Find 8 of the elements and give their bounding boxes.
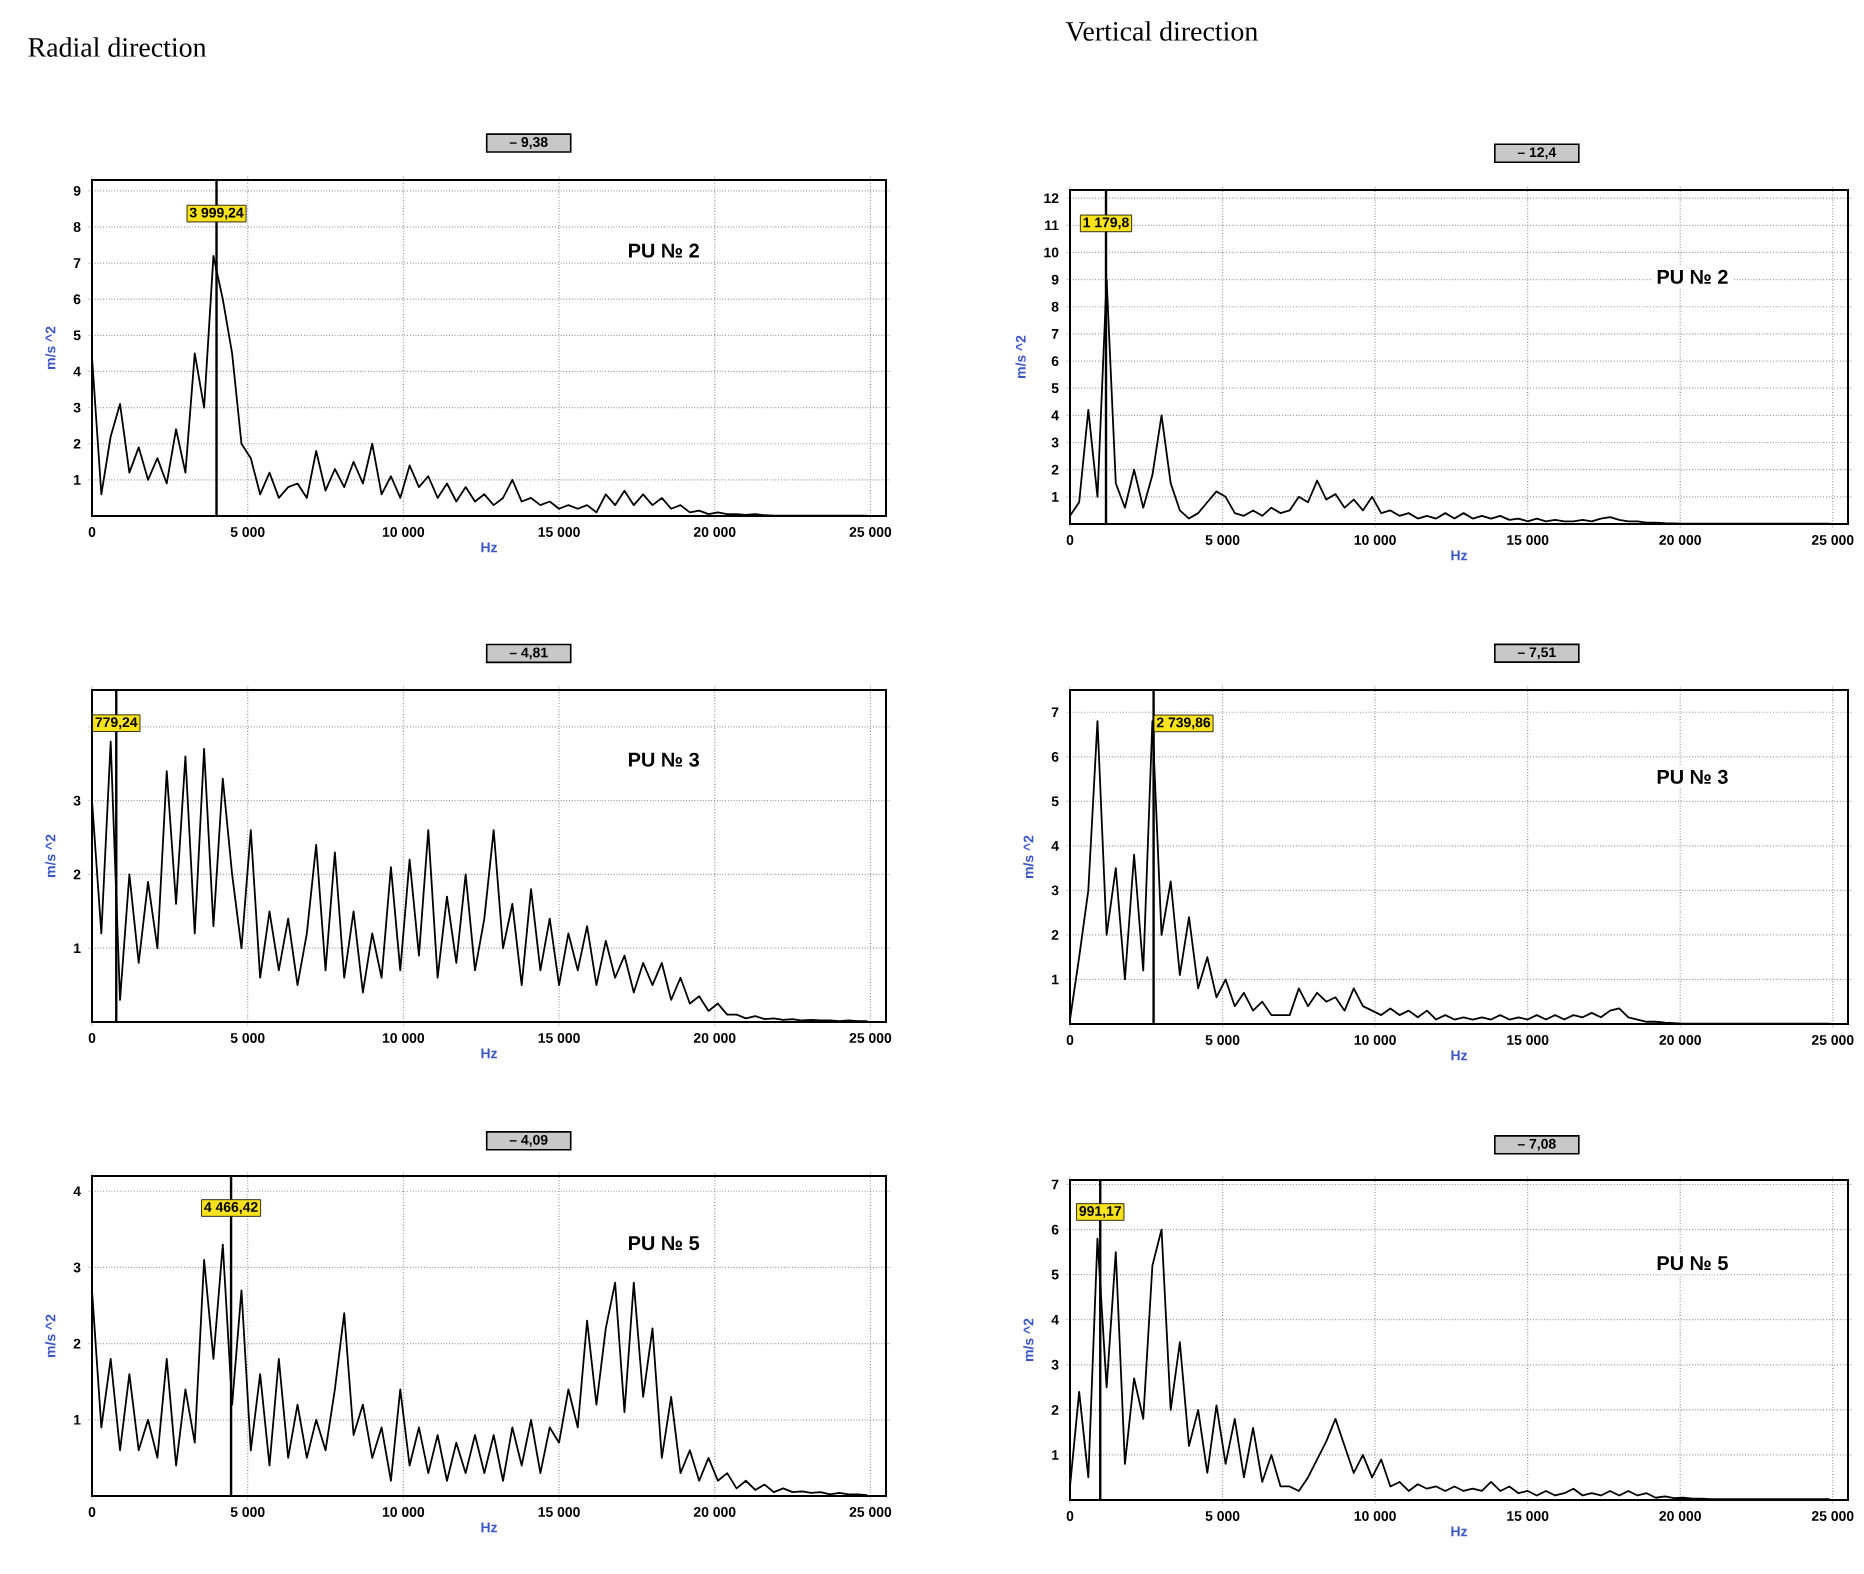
annotation: PU № 2 xyxy=(629,243,699,258)
chart-title: Vertical direction xyxy=(1065,21,1258,41)
annotation: PU № 3 xyxy=(1657,769,1728,784)
chart-title: Radial direction xyxy=(28,37,207,57)
annotation: PU № 5 xyxy=(1657,1256,1728,1271)
annotation: PU № 2 xyxy=(1657,269,1728,284)
annotation: PU № 3 xyxy=(629,752,699,767)
annotation: PU № 5 xyxy=(629,1236,700,1251)
